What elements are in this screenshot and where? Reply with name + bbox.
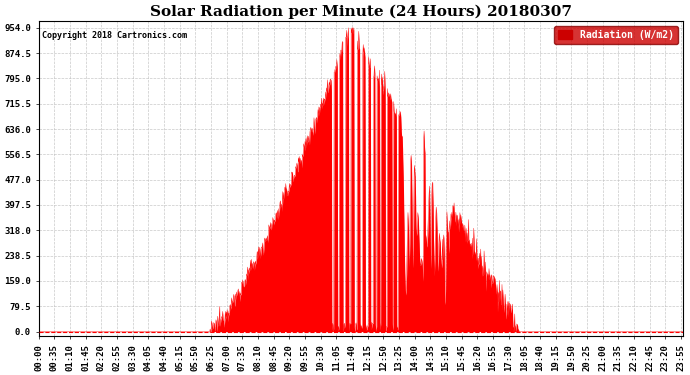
Text: Copyright 2018 Cartronics.com: Copyright 2018 Cartronics.com — [42, 31, 187, 40]
Legend: Radiation (W/m2): Radiation (W/m2) — [554, 26, 678, 44]
Title: Solar Radiation per Minute (24 Hours) 20180307: Solar Radiation per Minute (24 Hours) 20… — [150, 4, 572, 18]
